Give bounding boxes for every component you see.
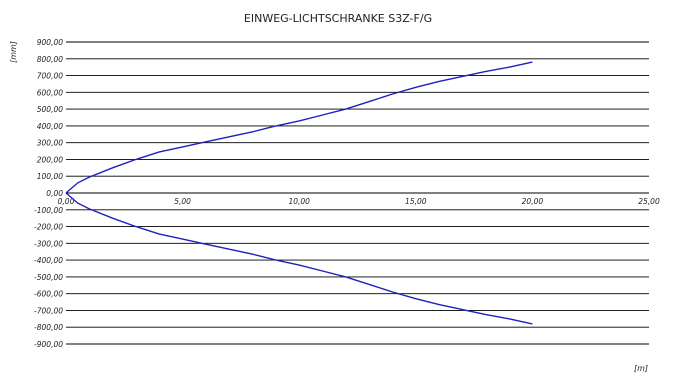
y-tick-label: 600,00 [37, 88, 63, 97]
y-tick-label: 700,00 [37, 72, 63, 81]
x-tick-label: 10,00 [288, 197, 310, 206]
x-tick-label: 15,00 [405, 197, 427, 206]
upper-curve [65, 61, 533, 194]
y-tick-label: -600,00 [34, 290, 63, 299]
y-tick-label: 800,00 [37, 55, 63, 64]
y-tick-label: -800,00 [34, 323, 63, 332]
series-lines [65, 61, 533, 325]
y-tick-label: -100,00 [34, 206, 63, 215]
gridlines [66, 41, 649, 345]
x-tick-labels: 0,00 5,00 10,00 15,00 20,00 25,00 [58, 197, 660, 206]
x-axis-label: [m] [634, 364, 648, 373]
y-tick-labels: 900,00 800,00 700,00 600,00 500,00 400,00 300,… [34, 38, 63, 349]
x-tick-label: 0,00 [58, 197, 75, 206]
chart-title: EINWEG-LICHTSCHRANKE S3Z-F/G [244, 12, 432, 25]
y-tick-label: -400,00 [34, 256, 63, 265]
y-tick-label: 500,00 [37, 105, 63, 114]
y-tick-label: -500,00 [34, 273, 63, 282]
y-tick-label: -200,00 [34, 223, 63, 232]
lower-curve [65, 192, 533, 325]
y-tick-label: 100,00 [37, 172, 63, 181]
y-tick-label: 0,00 [46, 189, 63, 198]
y-axis-label: [mm] [9, 41, 18, 63]
y-tick-label: 300,00 [37, 139, 63, 148]
x-tick-label: 5,00 [174, 197, 191, 206]
y-tick-label: -300,00 [34, 239, 63, 248]
x-tick-label: 25,00 [638, 197, 660, 206]
y-tick-label: 400,00 [37, 122, 63, 131]
y-tick-label: -700,00 [34, 306, 63, 315]
x-tick-label: 20,00 [522, 197, 544, 206]
y-tick-label: -900,00 [34, 340, 63, 349]
y-tick-label: 900,00 [37, 38, 63, 47]
y-tick-label: 200,00 [37, 155, 63, 164]
